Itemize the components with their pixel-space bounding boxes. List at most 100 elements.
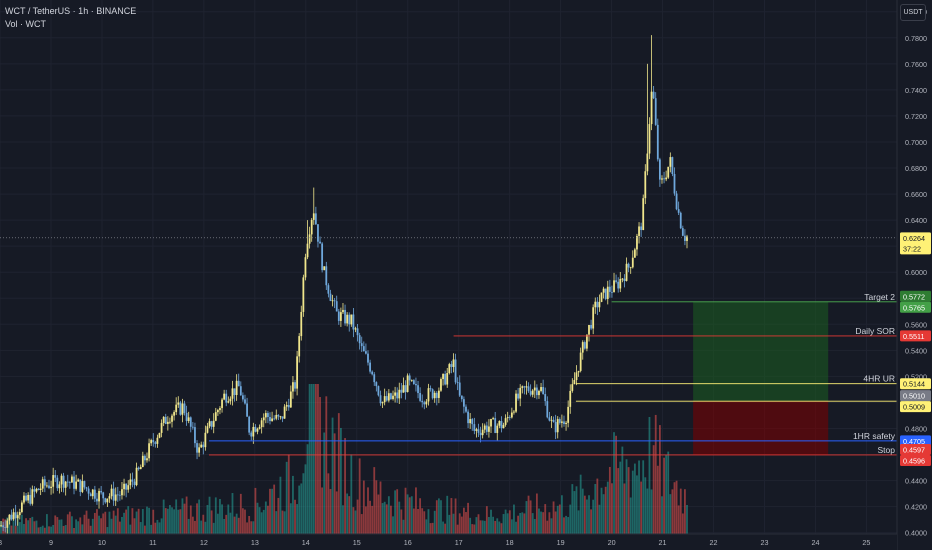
candle-body (148, 443, 150, 459)
volume-bar (325, 396, 328, 534)
candles (0, 35, 688, 534)
candle-body (619, 278, 622, 289)
candle-body (567, 406, 570, 423)
volume-bar (281, 510, 284, 534)
volume-bar (229, 512, 232, 534)
volume-bar (604, 486, 607, 534)
candle-body (381, 402, 384, 404)
volume-bar (656, 465, 659, 534)
candle-body (227, 401, 230, 403)
candle-body (379, 395, 382, 404)
candle-body (515, 393, 517, 412)
volume-bar (66, 514, 69, 534)
volume-bar (131, 508, 134, 534)
volume-bar (146, 506, 148, 534)
volume-bar (89, 525, 92, 534)
volume-bar (492, 516, 494, 534)
volume-bar (450, 498, 453, 534)
candle-body (154, 442, 157, 444)
candle-body (581, 342, 584, 353)
volume-bar (602, 494, 605, 534)
level-price-tag-bg (900, 330, 931, 342)
candle-body (665, 177, 668, 180)
candle-body (535, 387, 538, 396)
time-tick-label: 24 (811, 538, 819, 547)
volume-bar (552, 501, 555, 534)
volume-bar (529, 500, 532, 534)
candle-body (308, 234, 311, 244)
volume-bar (50, 526, 52, 534)
candle-body (525, 386, 528, 388)
candle-body (558, 419, 561, 423)
volume-bar (71, 516, 73, 534)
volume-bar (179, 509, 182, 534)
price-tick-label: 0.7600 (905, 60, 927, 69)
candle-body (300, 311, 303, 337)
volume-bar (346, 493, 349, 534)
candle-body (463, 399, 465, 407)
candle-body (81, 481, 84, 492)
volume-bar (52, 524, 55, 534)
volume-bar (87, 518, 90, 534)
volume-bar (527, 495, 530, 534)
candle-body (331, 300, 334, 302)
volume-bar (608, 466, 611, 534)
candle-body (256, 428, 259, 432)
candle-body (271, 418, 273, 421)
volume-indicator-label[interactable]: Vol · WCT (5, 19, 47, 29)
volume-bar (538, 508, 540, 534)
candle-body (598, 301, 601, 308)
candle-body (446, 372, 449, 385)
volume-bar (41, 525, 44, 534)
candle-body (408, 375, 411, 381)
volume-bar (183, 503, 186, 534)
volume-bar (296, 504, 299, 534)
volume-bar (144, 525, 146, 534)
price-tick-label: 0.5400 (905, 346, 927, 355)
candle-body (231, 388, 234, 399)
volume-bar (421, 508, 424, 534)
volume-bar (558, 504, 561, 534)
volume-bar (419, 498, 422, 534)
volume-bar (581, 488, 584, 534)
volume-bar (333, 433, 336, 534)
candle-body (542, 387, 545, 395)
candle-body (54, 475, 57, 478)
candle-body (200, 444, 203, 448)
candle-body (202, 444, 205, 448)
volume-bar (271, 488, 273, 534)
candle-body (210, 421, 213, 427)
symbol-title[interactable]: WCT / TetherUS · 1h · BINANCE (5, 6, 137, 16)
candle-body (79, 479, 82, 492)
candle-body (467, 411, 469, 424)
candle-body (538, 390, 540, 396)
time-tick-label: 22 (710, 538, 718, 547)
countdown-label: 37:22 (903, 244, 921, 253)
candle-body (556, 419, 559, 433)
candle-body (98, 491, 100, 502)
candle-body (2, 525, 5, 528)
volume-bar (25, 518, 27, 534)
volume-bar (235, 513, 238, 534)
volume-bar (669, 494, 672, 534)
volume-bar (490, 509, 492, 534)
volume-bar (175, 499, 178, 534)
candle-body (506, 417, 509, 419)
candle-body (465, 406, 467, 412)
volume-bar (56, 517, 59, 534)
volume-bar (273, 484, 276, 534)
candle-body (0, 525, 2, 527)
candle-body (162, 416, 165, 423)
volume-bar (108, 511, 111, 534)
volume-bar (85, 510, 88, 534)
volume-bar (121, 516, 123, 534)
target-zone (693, 301, 829, 402)
candle-body (498, 421, 501, 426)
currency-button[interactable]: USDT (900, 4, 926, 21)
candle-body (469, 419, 472, 424)
candle-body (404, 385, 407, 393)
candle-body (608, 286, 611, 292)
candle-body (477, 429, 480, 433)
candle-body (302, 277, 305, 312)
